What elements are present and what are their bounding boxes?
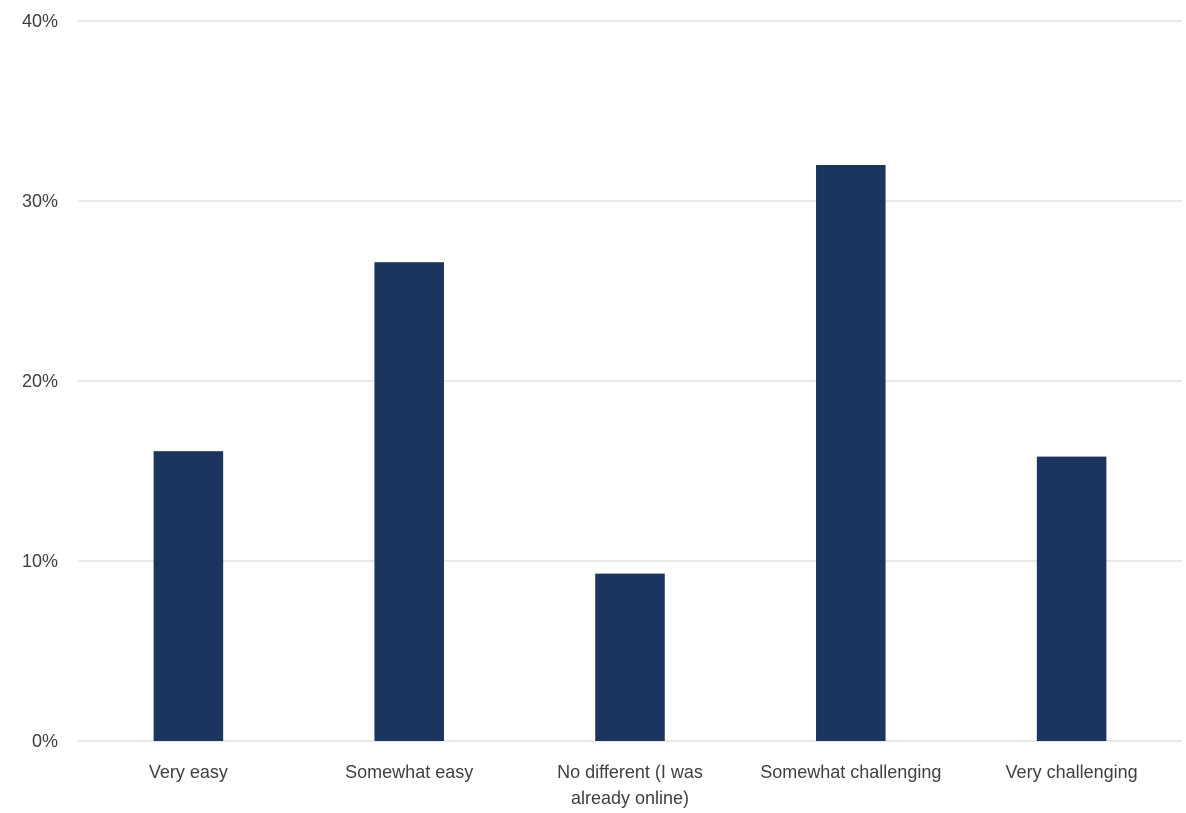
- bar-0: [153, 451, 224, 741]
- x-category-label-line: Very easy: [149, 762, 228, 782]
- x-category-label-line: Very challenging: [1006, 762, 1138, 782]
- bars: [153, 165, 1107, 741]
- x-category-label-line: Somewhat challenging: [760, 762, 941, 782]
- y-axis-tick-labels: 0% 10% 20% 30% 40%: [22, 11, 58, 751]
- x-category-label: Very easy: [149, 762, 228, 782]
- x-category-label: Somewhat easy: [345, 762, 473, 782]
- gridlines: [78, 20, 1182, 742]
- bar-4: [1036, 456, 1107, 741]
- x-category-label: No different (I was already online): [557, 762, 703, 808]
- y-tick-label: 0%: [32, 731, 58, 751]
- y-tick-label: 20%: [22, 371, 58, 391]
- bar-1: [374, 262, 444, 741]
- x-category-label-line: Somewhat easy: [345, 762, 473, 782]
- x-category-label: Somewhat challenging: [760, 762, 941, 782]
- x-category-label-line: No different (I was: [557, 762, 703, 782]
- bar-3: [816, 165, 886, 741]
- x-category-label: Very challenging: [1006, 762, 1138, 782]
- x-category-label-line: already online): [571, 788, 689, 808]
- y-tick-label: 40%: [22, 11, 58, 31]
- x-axis-category-labels: Very easy Somewhat easy No different (I wa…: [149, 762, 1138, 808]
- y-tick-label: 30%: [22, 191, 58, 211]
- y-tick-label: 10%: [22, 551, 58, 571]
- bar-2: [595, 573, 665, 741]
